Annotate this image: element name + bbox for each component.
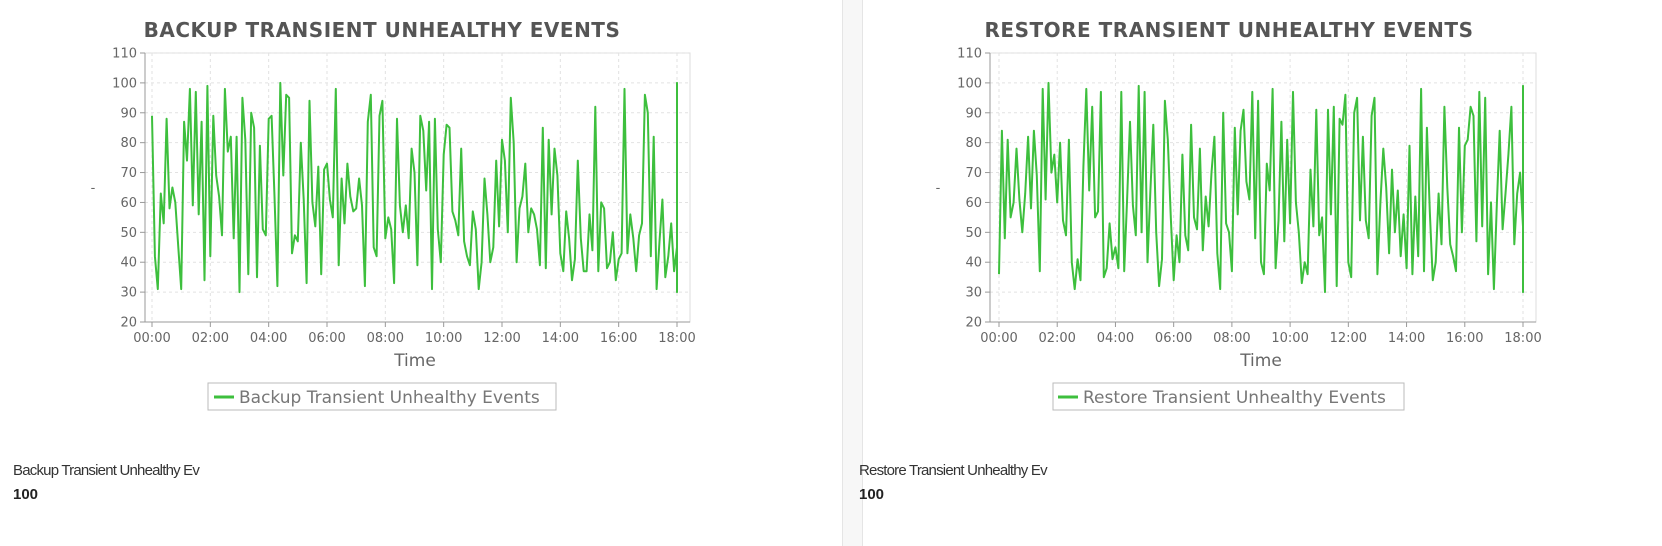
y-tick-label: 40 <box>965 256 982 271</box>
y-tick-label: 80 <box>120 136 137 151</box>
x-tick-label: 16:00 <box>1446 331 1483 346</box>
legend-label: Restore Transient Unhealthy Events <box>1083 388 1386 408</box>
y-tick-label: 110 <box>957 47 982 62</box>
metric-value: 100 <box>13 486 39 503</box>
x-tick-label: 18:00 <box>658 331 695 346</box>
x-tick-label: 02:00 <box>1038 331 1075 346</box>
series-line <box>151 81 678 294</box>
legend-box <box>1052 382 1405 411</box>
y-tick-label: 60 <box>965 196 982 211</box>
plot-area <box>989 52 1537 323</box>
backup-chart: BACKUP TRANSIENT UNHEALTHY EVENTS Time -… <box>91 18 696 411</box>
x-tick-label: 10:00 <box>1271 331 1308 346</box>
chart-title: BACKUP TRANSIENT UNHEALTHY EVENTS <box>144 18 621 42</box>
y-tick-label: 100 <box>957 76 982 91</box>
y-axis-label: - <box>936 181 941 196</box>
y-tick-label: 50 <box>120 226 137 241</box>
x-tick-label: 02:00 <box>192 331 229 346</box>
legend[interactable]: Restore Transient Unhealthy Events <box>1052 382 1405 411</box>
y-tick-label: 40 <box>120 256 137 271</box>
y-tick-label: 90 <box>965 106 982 121</box>
chart-title: RESTORE TRANSIENT UNHEALTHY EVENTS <box>985 18 1474 42</box>
y-tick-label: 20 <box>120 316 137 331</box>
y-tick-label: 50 <box>965 226 982 241</box>
x-tick-label: 10:00 <box>425 331 462 346</box>
restore-chart-panel: RESTORE TRANSIENT UNHEALTHY EVENTS Time … <box>859 0 1662 546</box>
backup-chart-panel: BACKUP TRANSIENT UNHEALTHY EVENTS Time -… <box>13 0 843 546</box>
y-tick-label: 20 <box>965 316 982 331</box>
x-tick-label: 14:00 <box>1388 331 1425 346</box>
legend-box <box>207 382 557 411</box>
legend-label: Backup Transient Unhealthy Events <box>239 388 540 408</box>
y-tick-label: 30 <box>965 286 982 301</box>
x-tick-label: 06:00 <box>308 331 345 346</box>
y-axis-label: - <box>91 181 96 196</box>
y-tick-label: 90 <box>120 106 137 121</box>
x-tick-label: 08:00 <box>367 331 404 346</box>
x-tick-label: 18:00 <box>1504 331 1541 346</box>
x-tick-label: 12:00 <box>1330 331 1367 346</box>
legend[interactable]: Backup Transient Unhealthy Events <box>207 382 557 411</box>
y-tick-label: 30 <box>120 286 137 301</box>
x-axis-label: Time <box>1239 351 1282 371</box>
metric-value: 100 <box>859 486 885 503</box>
panel-gutter <box>843 0 862 546</box>
y-tick-label: 110 <box>112 47 137 62</box>
series-line <box>998 81 1524 294</box>
y-tick-label: 80 <box>965 136 982 151</box>
metric-label: Restore Transient Unhealthy Ev <box>859 462 1048 479</box>
x-tick-label: 12:00 <box>483 331 520 346</box>
x-tick-label: 14:00 <box>542 331 579 346</box>
x-tick-label: 00:00 <box>133 331 170 346</box>
restore-chart: RESTORE TRANSIENT UNHEALTHY EVENTS Time … <box>936 18 1542 411</box>
y-tick-label: 70 <box>120 166 137 181</box>
x-tick-label: 06:00 <box>1155 331 1192 346</box>
y-tick-label: 70 <box>965 166 982 181</box>
x-axis-label: Time <box>393 351 436 371</box>
x-tick-label: 16:00 <box>600 331 637 346</box>
y-tick-label: 100 <box>112 76 137 91</box>
plot-area <box>144 52 691 323</box>
metric-label: Backup Transient Unhealthy Ev <box>13 462 200 479</box>
x-tick-label: 04:00 <box>250 331 287 346</box>
y-tick-label: 60 <box>120 196 137 211</box>
x-tick-label: 00:00 <box>980 331 1017 346</box>
x-tick-label: 04:00 <box>1097 331 1134 346</box>
x-tick-label: 08:00 <box>1213 331 1250 346</box>
